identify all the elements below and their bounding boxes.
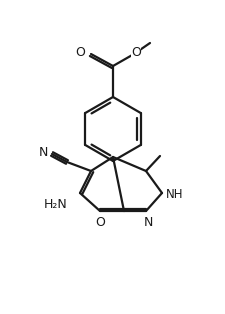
Text: N: N <box>38 147 47 160</box>
Text: H₂N: H₂N <box>44 198 68 210</box>
Text: O: O <box>95 215 104 229</box>
Text: NH: NH <box>166 187 183 201</box>
Text: N: N <box>143 216 152 230</box>
Text: O: O <box>75 46 85 58</box>
Text: O: O <box>130 46 140 59</box>
